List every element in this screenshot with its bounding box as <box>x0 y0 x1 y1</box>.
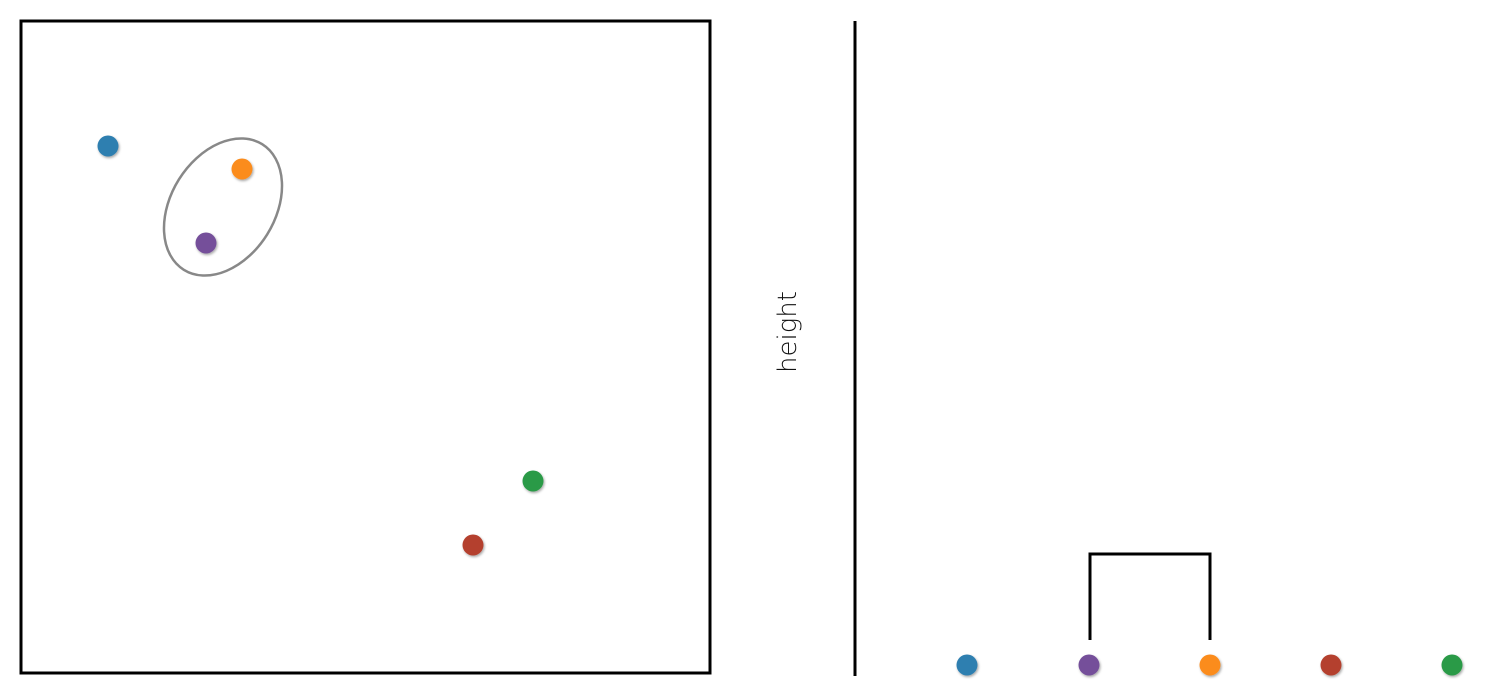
point-blue <box>97 135 119 157</box>
scatter-panel <box>19 19 712 675</box>
point-purple <box>195 232 217 254</box>
leaf-blue <box>956 654 978 676</box>
scatter-frame <box>19 19 712 675</box>
point-orange <box>231 158 253 180</box>
leaf-green <box>1441 654 1463 676</box>
scatter-points <box>97 135 544 556</box>
cluster-ellipse <box>162 137 284 277</box>
dendrogram-merge-bracket <box>1088 552 1212 640</box>
point-red <box>462 534 484 556</box>
dendrogram-panel <box>853 21 1463 676</box>
leaf-orange <box>1199 654 1221 676</box>
leaf-red <box>1320 654 1342 676</box>
point-green <box>522 470 544 492</box>
height-axis-label: height <box>773 291 803 373</box>
leaf-purple <box>1078 654 1100 676</box>
dendrogram-leaves <box>956 654 1463 676</box>
